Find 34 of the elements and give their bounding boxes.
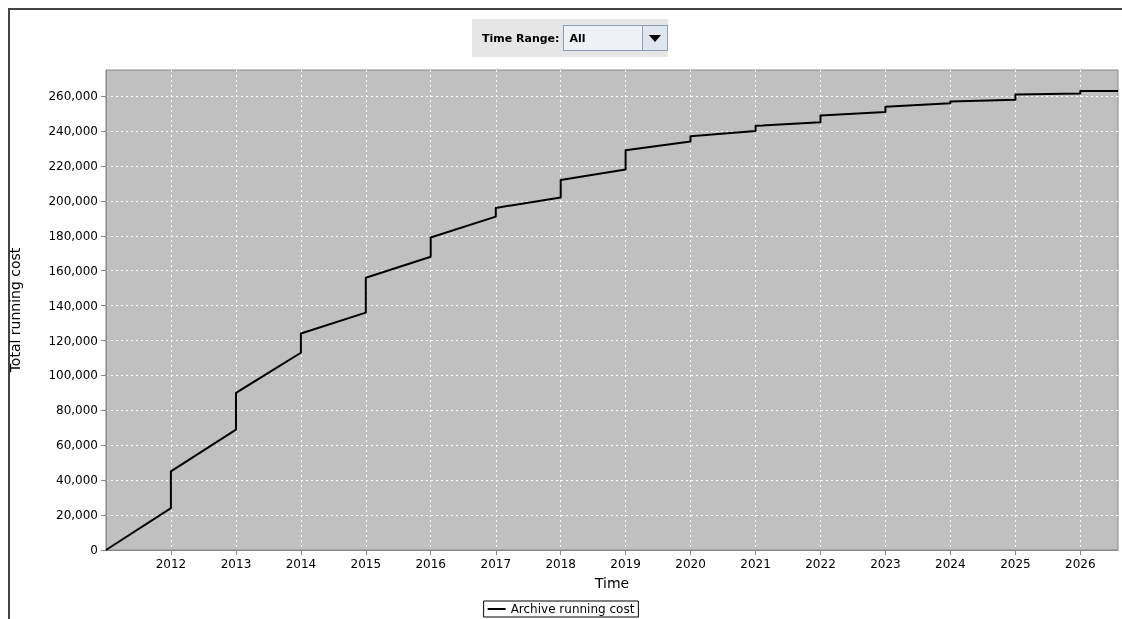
x-tick-label: 2018 — [545, 557, 576, 571]
y-tick-label: 260,000 — [48, 89, 98, 104]
y-tick-label: 100,000 — [48, 368, 98, 383]
x-tick-label: 2024 — [935, 557, 966, 571]
text: Time Range: — [482, 31, 560, 45]
x-axis-title: Time — [593, 575, 630, 591]
x-tick-label: 2015 — [350, 557, 382, 571]
text: All — [569, 31, 586, 45]
x-tick-label: 2025 — [1000, 557, 1031, 571]
y-tick-label: 20,000 — [56, 508, 98, 523]
y-tick-label: 60,000 — [56, 438, 98, 453]
x-tick-label: 2019 — [610, 557, 641, 571]
y-tick-label: 40,000 — [56, 473, 98, 488]
y-tick-label: 220,000 — [48, 159, 98, 173]
y-axis-title: Total running cost — [7, 247, 23, 374]
y-tick-label: 120,000 — [48, 333, 98, 348]
x-tick-label: 2021 — [740, 557, 771, 571]
y-tick-label: 180,000 — [48, 228, 98, 243]
y-tick-label: 0 — [90, 543, 98, 557]
y-tick-label: 80,000 — [56, 403, 98, 418]
x-tick-label: 2016 — [415, 557, 446, 571]
y-tick-label: 240,000 — [48, 124, 98, 139]
x-tick-label: 2012 — [155, 557, 187, 571]
x-tick-label: 2013 — [220, 557, 252, 571]
x-tick-label: 2020 — [675, 557, 706, 571]
x-tick-label: 2026 — [1065, 557, 1096, 571]
legend-label: Archive running cost — [510, 602, 635, 616]
y-tick-label: 140,000 — [48, 298, 98, 313]
x-tick-label: 2023 — [870, 557, 901, 571]
x-tick-label: 2022 — [805, 557, 836, 571]
y-tick-label: 160,000 — [48, 263, 98, 278]
x-tick-label: 2014 — [285, 557, 317, 571]
y-tick-label: 200,000 — [48, 193, 98, 208]
x-tick-label: 2017 — [480, 557, 512, 571]
